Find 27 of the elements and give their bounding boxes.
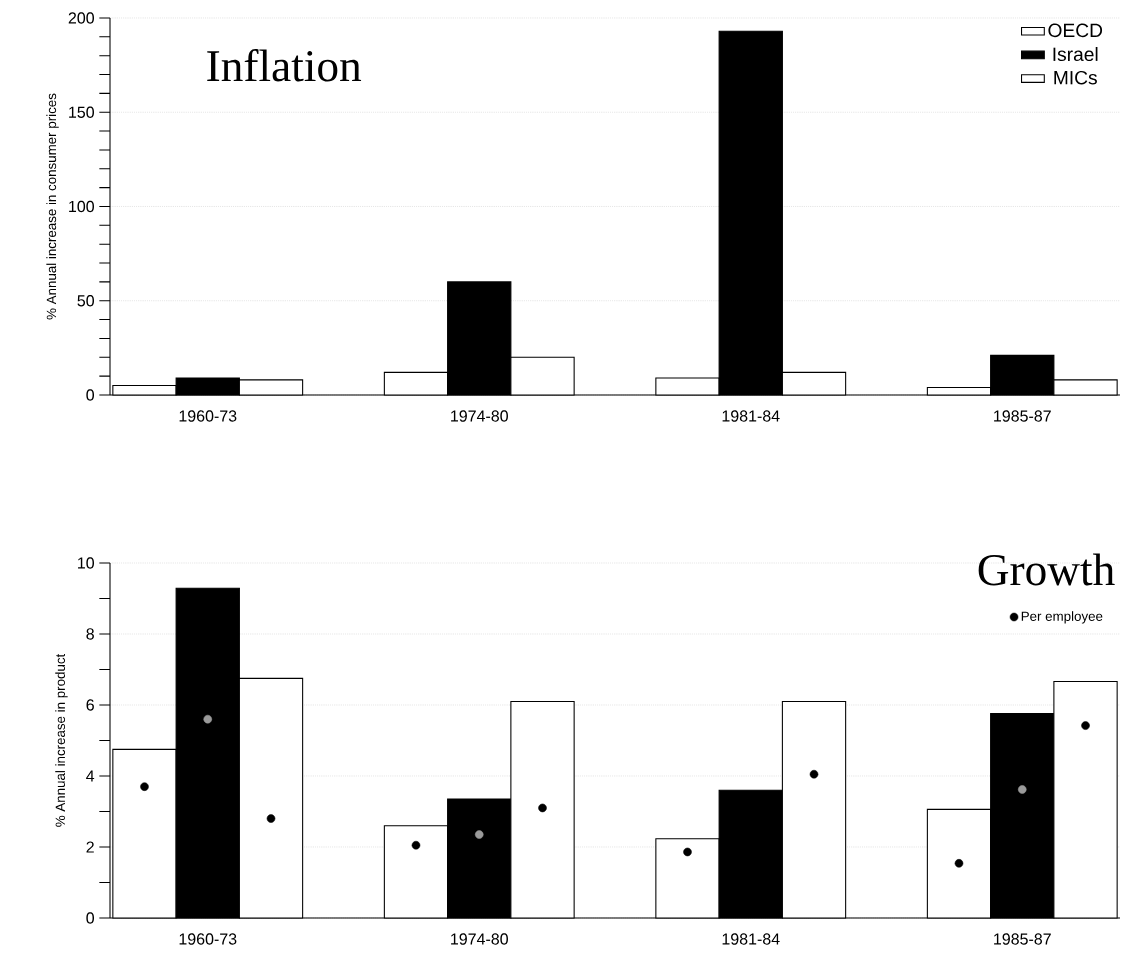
x-tick-label: 1974-80	[451, 410, 508, 422]
x-tick-label: 1981-84	[722, 410, 780, 422]
y-tick-label: 8	[86, 628, 94, 640]
text: Inflation	[207, 49, 362, 82]
legend-label: Per employee	[1021, 611, 1103, 624]
y-axis-title: % Annual increase in consumer prices	[46, 93, 59, 320]
x-tick-label: 1960-73	[179, 410, 237, 422]
legend-label: Israel	[1053, 47, 1098, 62]
y-tick-label: 100	[69, 200, 94, 213]
x-tick-label: 1985-87	[994, 410, 1051, 422]
y-tick-label: 4	[86, 770, 95, 782]
x-tick-label: 1985-87	[994, 933, 1051, 945]
y-tick-label: 200	[68, 12, 94, 24]
y-tick-label: 6	[86, 699, 94, 711]
y-tick-label: 150	[69, 106, 94, 118]
y-axis-title: % Annual increase in product	[55, 653, 68, 827]
legend-label: MICs	[1054, 70, 1097, 85]
y-tick-label: 2	[86, 841, 94, 853]
x-tick-label: 1981-84	[722, 933, 780, 945]
y-tick-label: 0	[86, 389, 95, 401]
chart-title: Growth	[978, 553, 1115, 586]
x-tick-label: 1960-73	[179, 933, 237, 945]
y-tick-label: 0	[86, 912, 95, 924]
x-tick-label: 1974-80	[451, 933, 508, 945]
legend-label: OECD	[1048, 23, 1103, 38]
y-tick-label: 10	[78, 557, 95, 569]
y-tick-label: 50	[77, 295, 95, 307]
